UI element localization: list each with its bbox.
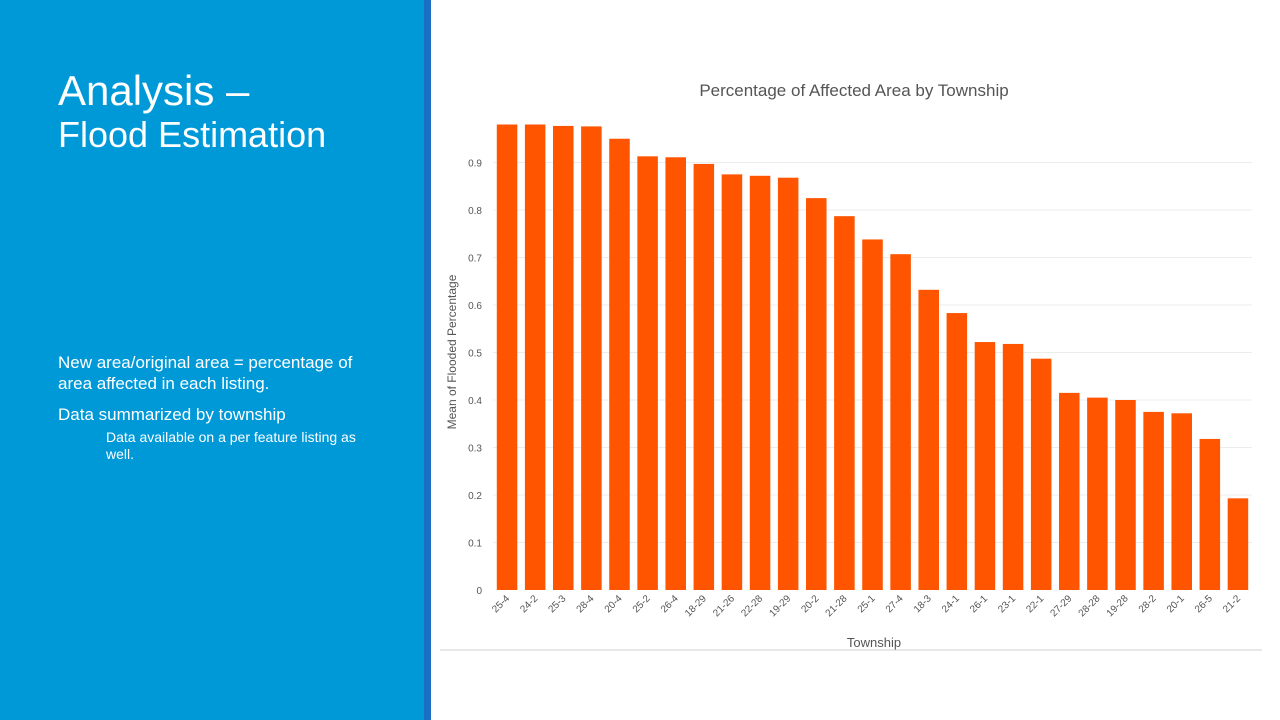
y-tick-label: 0 bbox=[476, 586, 482, 597]
x-tick-label: 22-1 bbox=[1024, 593, 1046, 615]
y-tick-label: 0.4 bbox=[468, 396, 482, 407]
x-tick-layer: 25-4 24-2 25-3 28-4 20-4 25-2 26-4 18-29 21-26 22… bbox=[490, 593, 1243, 619]
x-tick-label: 20-4 bbox=[603, 593, 625, 615]
bar-26-5 bbox=[1199, 438, 1221, 590]
bullet-item: New area/original area = percentage of a… bbox=[58, 353, 353, 393]
y-axis-label: Mean of Flooded Percentage bbox=[445, 274, 459, 429]
x-tick-label: 25-3 bbox=[546, 593, 568, 615]
x-tick-label: 28-28 bbox=[1077, 593, 1103, 619]
x-tick-label: 26-5 bbox=[1193, 593, 1215, 615]
bar-27-29 bbox=[1059, 392, 1080, 590]
x-tick-label: 18-29 bbox=[683, 593, 709, 619]
bar-28-4 bbox=[581, 126, 602, 591]
bar-25-1 bbox=[862, 239, 883, 590]
bar-19-28 bbox=[1115, 400, 1136, 590]
chart-title: Percentage of Affected Area by Township bbox=[699, 81, 1008, 100]
y-tick-label: 0.1 bbox=[468, 539, 482, 550]
bar-21-2 bbox=[1227, 498, 1249, 590]
x-tick-label: 28-4 bbox=[575, 593, 597, 615]
bar-24-2 bbox=[524, 124, 546, 590]
x-tick-label: 19-29 bbox=[767, 593, 793, 619]
bullet-item: Data summarized by township bbox=[58, 405, 286, 424]
bar-21-26 bbox=[721, 174, 743, 590]
x-tick-label: 28-2 bbox=[1137, 593, 1159, 615]
x-axis-label: Township bbox=[847, 635, 901, 650]
x-tick-label: 22-28 bbox=[739, 593, 765, 619]
y-tick-label: 0.9 bbox=[468, 159, 482, 170]
x-tick-label: 26-4 bbox=[659, 593, 681, 615]
bar-25-2 bbox=[637, 156, 658, 590]
x-tick-label: 27-4 bbox=[884, 593, 906, 615]
x-tick-label: 25-1 bbox=[856, 593, 878, 615]
y-tick-label: 0.6 bbox=[468, 301, 482, 312]
accent-stripe bbox=[424, 0, 431, 720]
x-tick-label: 19-28 bbox=[1105, 593, 1131, 619]
x-tick-label: 27-29 bbox=[1049, 593, 1075, 619]
bar-21-28 bbox=[834, 216, 855, 591]
x-tick-label: 24-1 bbox=[940, 593, 962, 615]
bar-22-28 bbox=[749, 175, 771, 591]
bar-28-28 bbox=[1087, 397, 1108, 590]
bar-25-4 bbox=[496, 124, 518, 590]
x-tick-label: 20-2 bbox=[799, 593, 821, 615]
bar-27-4 bbox=[890, 254, 911, 591]
x-tick-label: 20-1 bbox=[1165, 593, 1187, 615]
bar-layer bbox=[496, 124, 1249, 591]
x-tick-label: 25-2 bbox=[631, 593, 653, 615]
x-tick-label: 18-3 bbox=[912, 593, 934, 615]
x-tick-label: 24-2 bbox=[518, 593, 540, 615]
y-tick-label: 0.8 bbox=[468, 206, 482, 217]
bar-20-4 bbox=[609, 138, 630, 590]
bar-28-2 bbox=[1143, 411, 1164, 590]
x-tick-label: 23-1 bbox=[996, 593, 1018, 615]
y-tick-label: 0.3 bbox=[468, 444, 482, 455]
bar-26-4 bbox=[665, 157, 686, 590]
bar-26-1 bbox=[974, 342, 996, 590]
left-panel bbox=[0, 0, 424, 720]
bar-chart: Percentage of Affected Area by Township … bbox=[440, 81, 1262, 651]
y-tick-layer: 0 0.1 0.2 0.3 0.4 0.5 0.6 0.7 0.8 0.9 bbox=[468, 159, 482, 598]
x-tick-label: 26-1 bbox=[968, 593, 990, 615]
bar-25-3 bbox=[553, 125, 574, 591]
bullet-list: New area/original area = percentage of a… bbox=[58, 352, 388, 463]
bar-18-3 bbox=[918, 289, 939, 590]
bar-20-2 bbox=[806, 198, 827, 590]
sub-bullet-item: Data available on a per feature listing … bbox=[106, 429, 356, 462]
y-tick-label: 0.2 bbox=[468, 491, 482, 502]
bar-24-1 bbox=[946, 313, 968, 590]
title-line-1: Analysis – bbox=[58, 67, 250, 114]
bar-19-29 bbox=[777, 177, 799, 590]
y-tick-label: 0.7 bbox=[468, 254, 482, 265]
bar-18-29 bbox=[693, 163, 715, 591]
x-tick-label: 21-2 bbox=[1221, 593, 1243, 615]
x-tick-label: 21-26 bbox=[711, 593, 737, 619]
bar-20-1 bbox=[1171, 413, 1192, 590]
bar-22-1 bbox=[1030, 358, 1052, 590]
title-line-2: Flood Estimation bbox=[58, 114, 327, 155]
bar-23-1 bbox=[1002, 343, 1024, 590]
slide-title: Analysis – Flood Estimation bbox=[58, 68, 326, 156]
y-tick-label: 0.5 bbox=[468, 349, 482, 360]
x-tick-label: 25-4 bbox=[490, 593, 512, 615]
x-tick-label: 21-28 bbox=[824, 593, 850, 619]
